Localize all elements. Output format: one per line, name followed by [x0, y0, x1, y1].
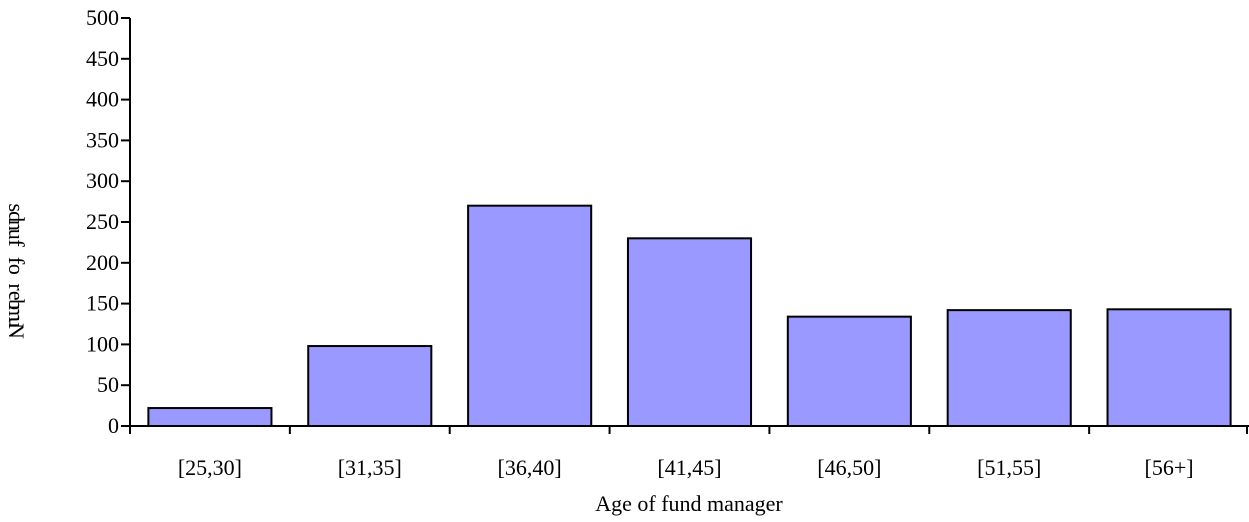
y-axis-title-char: o: [4, 264, 29, 275]
y-tick-label: 350: [86, 127, 119, 152]
y-axis-title-char: N: [4, 323, 29, 339]
x-axis: [121, 425, 1249, 434]
y-axis-title-char: u: [4, 317, 29, 328]
y-tick-label: 400: [86, 87, 119, 112]
y-axis-title-char: n: [4, 220, 29, 231]
y-axis: [121, 17, 131, 427]
x-tick-label: [25,30]: [178, 455, 242, 480]
y-axis-title-char: e: [4, 291, 29, 301]
x-tick-labels: [25,30] [31,35] [36,40] [41,45] [46,50] [51,5…: [178, 455, 1194, 480]
bar-[46,50]: [786, 315, 912, 427]
y-tick-label: 150: [86, 291, 119, 316]
bar-[25,30]: [147, 407, 273, 427]
x-tick-label: [31,35]: [338, 455, 402, 480]
y-tick-label: 0: [108, 413, 119, 438]
bar-[36,40]: [467, 204, 593, 427]
y-tick-label: 450: [86, 46, 119, 71]
y-axis-title-char: u: [4, 229, 29, 240]
y-tick-label: 250: [86, 209, 119, 234]
x-axis-title: Age of fund manager: [595, 491, 783, 516]
y-tick-label: 50: [97, 372, 119, 397]
y-tick-label: 500: [86, 5, 119, 30]
x-tick-label: [56+]: [1145, 455, 1194, 480]
bar-[56+]: [1106, 308, 1232, 427]
x-tick-label: [46,50]: [817, 455, 881, 480]
x-tick-label: [41,45]: [657, 455, 721, 480]
y-tick-label: 200: [86, 250, 119, 275]
y-tick-label: 300: [86, 168, 119, 193]
y-tick-labels: 0 50 100 150 200 250 300 350 400 450 500: [86, 5, 119, 438]
y-tick-label: 100: [86, 331, 119, 356]
y-axis-title-char: b: [4, 299, 29, 310]
bar-[51,55]: [946, 309, 1072, 428]
bar-[31,35]: [307, 345, 433, 427]
bar-[41,45]: [626, 237, 753, 427]
y-axis-title-char: m: [4, 305, 29, 322]
y-axis-title-char: f: [4, 257, 29, 265]
x-tick-label: [36,40]: [498, 455, 562, 480]
y-axis-title-char: f: [4, 239, 29, 247]
x-tick-label: [51,55]: [977, 455, 1041, 480]
y-axis-title-char: s: [4, 204, 29, 213]
y-axis-title-char: d: [4, 211, 29, 222]
y-axis-title-char: r: [4, 283, 29, 291]
bars-group: [147, 204, 1232, 428]
